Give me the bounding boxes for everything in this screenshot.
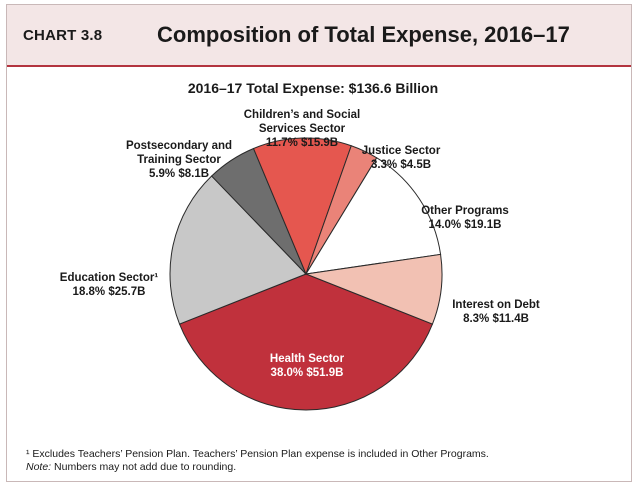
label-line: Postsecondary and xyxy=(125,140,233,152)
label-other-programs: Other Programs 14.0% $19.1B xyxy=(412,204,518,232)
label-line: Interest on Debt xyxy=(452,299,540,311)
label-value: 3.3% $4.5B xyxy=(370,159,432,171)
label-line: Training Sector xyxy=(137,154,221,166)
label-value: 38.0% $51.9B xyxy=(270,367,344,379)
pie-slice-education-sector xyxy=(169,175,307,325)
label-line: Education Sector¹ xyxy=(59,272,159,284)
label-health: Health Sector 38.0% $51.9B xyxy=(252,352,362,380)
footnote-1: ¹ Excludes Teachers’ Pension Plan. Teach… xyxy=(26,448,489,460)
note-text: Numbers may not add due to rounding. xyxy=(51,461,237,473)
note-label: Note: xyxy=(26,461,52,473)
label-interest-on-debt: Interest on Debt 8.3% $11.4B xyxy=(440,298,552,326)
label-value: 8.3% $11.4B xyxy=(463,313,529,325)
chart-subtitle: 2016–17 Total Expense: $136.6 Billion xyxy=(187,80,439,96)
label-value: 14.0% $19.1B xyxy=(428,219,502,231)
label-value: 11.7% $15.9B xyxy=(265,137,339,149)
chart-number: CHART 3.8 xyxy=(23,27,103,44)
pie-slice-children-s-and-social-services-sector xyxy=(252,137,352,276)
footnote-note: Note: Numbers may not add due to roundin… xyxy=(26,461,236,474)
chart-title: Composition of Total Expense, 2016–17 xyxy=(157,22,570,47)
label-justice: Justice Sector 3.3% $4.5B xyxy=(356,144,446,172)
label-value: 18.8% $25.7B xyxy=(72,286,146,298)
label-line: Other Programs xyxy=(421,205,509,217)
label-line: Children’s and Social xyxy=(243,109,361,121)
pie-slice-interest-on-debt xyxy=(304,253,443,325)
label-childrens-social-services: Children’s and Social Services Sector 11… xyxy=(238,108,366,150)
label-postsecondary: Postsecondary and Training Sector 5.9% $… xyxy=(118,139,240,181)
label-line: Services Sector xyxy=(258,123,346,135)
chart-header: CHART 3.8 Composition of Total Expense, … xyxy=(7,5,631,67)
label-value: 5.9% $8.1B xyxy=(148,168,210,180)
label-education: Education Sector¹ 18.8% $25.7B xyxy=(56,271,162,299)
pie-slice-health-sector xyxy=(178,273,434,411)
pie-slice-other-programs xyxy=(305,157,442,275)
label-line: Justice Sector xyxy=(361,145,441,157)
label-line: Health Sector xyxy=(269,353,345,365)
